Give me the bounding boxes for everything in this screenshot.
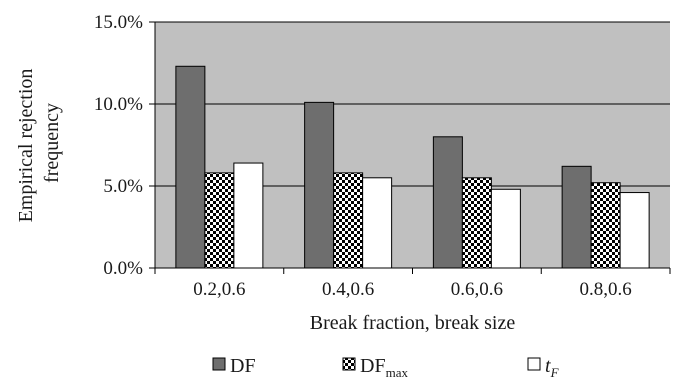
y-tick-label: 0.0% xyxy=(103,258,143,279)
legend-label-dfmax: DFmax xyxy=(360,355,408,380)
bar-tf-2 xyxy=(362,177,393,269)
bar-df-3 xyxy=(432,136,463,269)
y-axis-title: Empirical rejection frequency xyxy=(15,64,63,223)
bar-tf-3 xyxy=(490,188,521,269)
bar-df-1 xyxy=(175,65,206,269)
legend: DF DFmax tF xyxy=(212,355,560,380)
legend-swatch-dfmax xyxy=(342,357,356,371)
x-tick-label: 0.6,0.6 xyxy=(451,279,503,300)
x-tick-label: 0.8,0.6 xyxy=(580,279,632,300)
bar-dfmax-3 xyxy=(461,177,492,269)
bar-dfmax-4 xyxy=(590,182,621,269)
y-tick-label: 5.0% xyxy=(103,176,143,197)
bars xyxy=(175,65,650,269)
y-axis-title-line-2: frequency xyxy=(41,103,63,183)
legend-label-tf: tF xyxy=(545,355,560,380)
y-tick-label: 10.0% xyxy=(94,94,143,115)
legend-swatch-df xyxy=(212,357,226,371)
bar-df-4 xyxy=(561,165,592,269)
bar-tf-4 xyxy=(619,192,650,269)
x-tick-labels: 0.2,0.6 0.4,0.6 0.6,0.6 0.8,0.6 xyxy=(193,279,632,300)
x-tick-label: 0.4,0.6 xyxy=(322,279,374,300)
bar-tf-1 xyxy=(233,162,264,269)
legend-label-df: DF xyxy=(230,355,256,377)
x-tick-label: 0.2,0.6 xyxy=(193,279,245,300)
y-tick-label: 15.0% xyxy=(94,12,143,33)
y-axis-title-line-1: Empirical rejection xyxy=(15,69,37,223)
x-axis-title: Break fraction, break size xyxy=(310,312,516,334)
bar-df-2 xyxy=(304,101,335,269)
y-tick-labels: 0.0% 5.0% 10.0% 15.0% xyxy=(94,12,143,279)
legend-swatch-tf xyxy=(527,357,541,371)
bar-dfmax-2 xyxy=(333,172,364,269)
bar-dfmax-1 xyxy=(204,172,235,269)
axes xyxy=(149,21,671,274)
